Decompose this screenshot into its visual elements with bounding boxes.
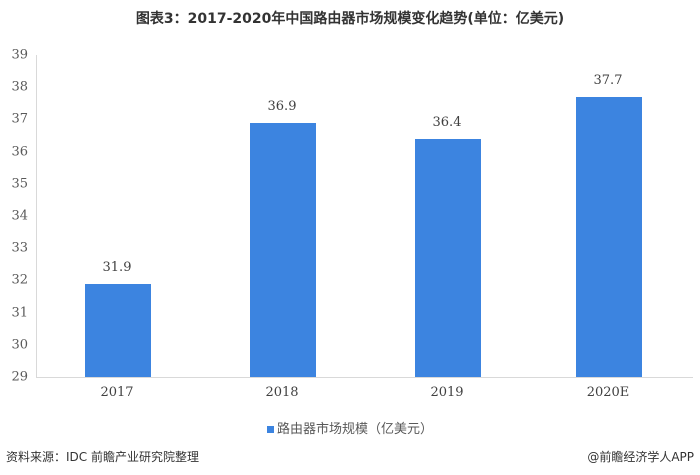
bar-2020E [576,96,642,377]
bar-2019 [415,138,481,377]
y-tick-label: 37 [11,111,28,127]
data-label: 31.9 [102,259,132,275]
x-tick-label: 2018 [265,385,299,400]
plot-area [36,55,693,378]
legend-label: 路由器市场规模（亿美元） [276,422,433,437]
y-tick-label: 30 [11,337,28,353]
data-label: 37.7 [593,72,623,88]
bar-2017 [85,283,151,377]
y-tick-label: 35 [11,176,28,192]
legend: 路由器市场规模（亿美元） [0,418,700,437]
data-label: 36.9 [267,98,297,114]
source-note: 资料来源：IDC 前瞻产业研究院整理 [6,450,199,464]
x-tick-label: 2019 [430,385,464,400]
y-tick-label: 38 [11,79,28,95]
y-tick-label: 34 [11,208,28,224]
y-tick-label: 32 [11,272,28,288]
bar-2018 [250,122,316,377]
chart-title: 图表3：2017-2020年中国路由器市场规模变化趋势(单位：亿美元) [135,11,565,27]
y-tick-label: 31 [11,305,28,321]
y-tick-label: 29 [11,369,28,385]
x-tick-label: 2017 [100,385,134,400]
data-label: 36.4 [432,114,462,130]
y-tick-label: 39 [11,47,28,63]
credit-note: @前瞻经济学人APP [587,450,694,464]
x-tick-label: 2020E [586,385,630,400]
legend-swatch-icon [266,426,274,433]
y-tick-label: 36 [11,144,28,160]
y-tick-label: 33 [11,240,28,256]
